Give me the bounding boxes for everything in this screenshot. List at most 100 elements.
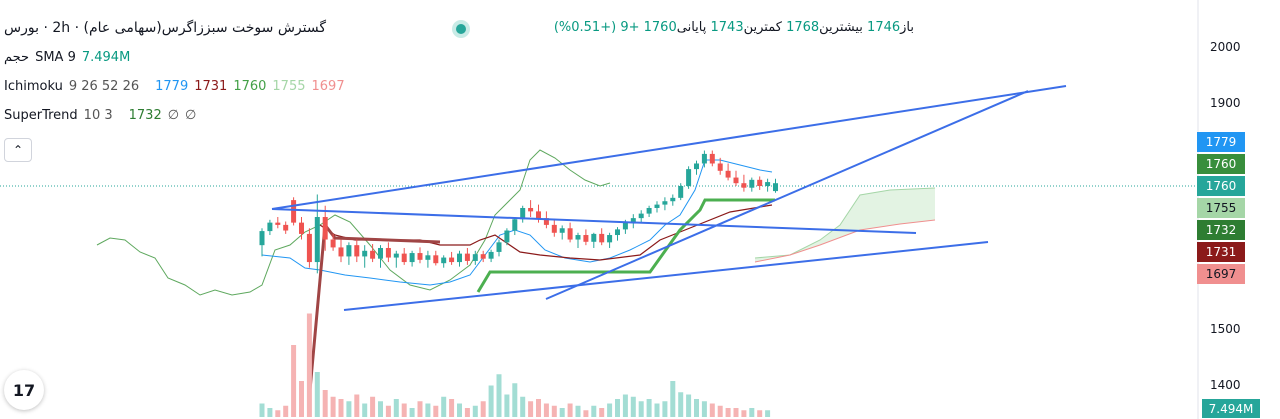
candle-body (496, 242, 502, 252)
candle-body (409, 253, 415, 263)
volume-bar (559, 408, 565, 417)
volume-tag: 7.494M (1202, 399, 1260, 418)
candle-body (306, 233, 312, 263)
candle-body (283, 224, 289, 231)
volume-bar (449, 399, 455, 417)
tradingview-logo: 17 (4, 370, 44, 410)
volume-bar (662, 401, 668, 417)
volume-bar (765, 410, 771, 417)
volume-bar (330, 396, 336, 417)
volume-bar (607, 403, 613, 417)
volume-bar (741, 410, 747, 417)
indicator-lines (96, 149, 775, 391)
ichimoku-leading-a: 1755 (272, 79, 306, 94)
volume-bar (488, 385, 494, 417)
axis-label-2000: 2000 (1210, 40, 1241, 54)
candle-body (765, 182, 771, 187)
volume-bar (528, 401, 534, 417)
candle-body (267, 222, 273, 232)
volume-bar (694, 399, 699, 417)
volume-bar (615, 399, 620, 417)
candle-body (591, 233, 597, 242)
title-separator: · (74, 20, 80, 36)
volume-bar (717, 405, 723, 417)
candle-body (433, 255, 439, 264)
price-tag-6: 1697 (1197, 264, 1245, 284)
volume-bar (370, 396, 376, 417)
candle-body (559, 228, 565, 233)
candle-body (757, 179, 763, 187)
candle-body (615, 229, 620, 236)
supertrend-label: SuperTrend (4, 108, 78, 123)
change-value: +9 (620, 20, 640, 35)
axis-label-1500: 1500 (1210, 321, 1241, 336)
low-label: کمترین (743, 20, 782, 35)
candle-body (694, 163, 699, 170)
price-tag-5: 1731 (1197, 242, 1245, 262)
volume-bar (393, 399, 399, 417)
trendline-0[interactable] (271, 85, 1067, 210)
candle-body (393, 253, 399, 258)
supertrend-red (308, 221, 441, 391)
price-tag-3: 1755 (1197, 198, 1245, 218)
ichimoku-conversion-line (261, 159, 773, 286)
cloud-fill (755, 188, 935, 262)
volume-legend[interactable]: حجم SMA 9 7.494M (4, 50, 130, 65)
volume-bar (575, 405, 581, 417)
volume-bar (354, 394, 360, 417)
high-value: 1768 (786, 20, 820, 35)
candle-body (536, 211, 541, 219)
volume-bar (306, 313, 312, 417)
volume-bar (378, 401, 383, 417)
interval[interactable]: 2h (52, 20, 71, 36)
volume-bar (630, 396, 636, 417)
trendline-3[interactable] (545, 90, 1029, 300)
candle-body (567, 228, 573, 240)
candle-body (385, 247, 391, 258)
candle-body (654, 204, 660, 208)
volume-bar (480, 401, 486, 417)
trendline-2[interactable] (343, 241, 989, 311)
candle-body (528, 207, 534, 212)
ichimoku-lagging: 1760 (233, 79, 267, 94)
volume-bar (496, 374, 502, 417)
candle-body (551, 224, 557, 233)
price-tag-4: 1732 (1197, 220, 1245, 240)
candle-body (370, 250, 376, 259)
ichimoku-lagging-line (96, 149, 611, 296)
candle-body (504, 230, 510, 243)
trendline-1[interactable] (271, 208, 917, 234)
volume-bar (291, 345, 297, 417)
low-value: 1743 (710, 20, 744, 35)
candle-body (749, 179, 755, 188)
candle-body (520, 207, 526, 220)
candle-body (338, 247, 344, 257)
volume-bar (259, 403, 265, 417)
ichimoku-base: 1731 (194, 79, 228, 94)
candle-body (662, 201, 668, 205)
candle-body (378, 247, 383, 259)
exchange: بورس (4, 20, 39, 36)
volume-bar (409, 408, 415, 417)
ichimoku-legend[interactable]: Ichimoku 9 26 52 26 1779 1731 1760 1755 … (4, 79, 345, 94)
collapse-chevron-icon[interactable]: ⌃ (4, 138, 32, 162)
volume-bar (733, 408, 739, 417)
supertrend-green (476, 198, 775, 293)
candle-body (457, 253, 462, 263)
volume-bar (401, 403, 407, 417)
volume-bar (299, 381, 304, 417)
candle-body (354, 245, 360, 257)
volume-bar (362, 403, 368, 417)
volume-bar (314, 372, 320, 417)
price-tag-1: 1760 (1197, 154, 1245, 174)
candle-body (401, 253, 407, 263)
volume-bar (283, 405, 289, 417)
candle-body (322, 217, 328, 240)
supertrend-legend[interactable]: SuperTrend 10 3 1732 ∅ ∅ (4, 108, 196, 123)
candle-body (464, 253, 470, 261)
symbol-title[interactable]: گسترش سوخت سبززاگرس(سهامی عام) (83, 20, 327, 36)
trendlines[interactable] (271, 85, 1067, 311)
title-block: گسترش سوخت سبززاگرس(سهامی عام) · 2h · بو… (4, 20, 326, 36)
volume-bars (259, 313, 771, 417)
